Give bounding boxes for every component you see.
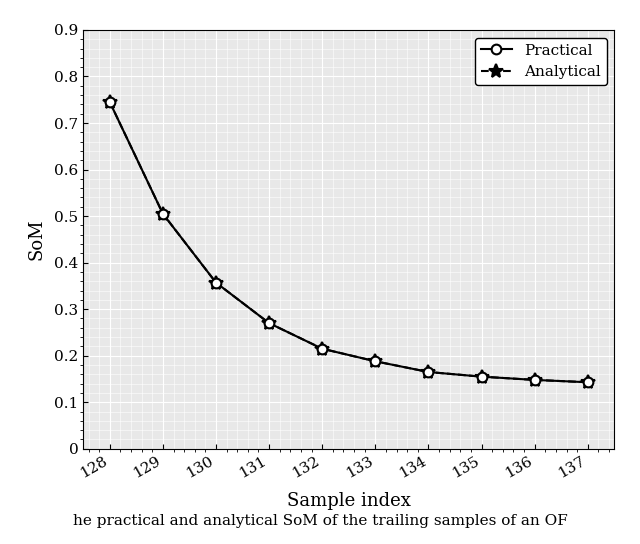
Analytical [106,99,114,106]
Analytical [159,211,167,217]
Practical [318,345,326,352]
Y-axis label: SoM: SoM [28,219,45,260]
Practical [212,280,220,286]
Practical [584,379,592,386]
Line: Analytical: Analytical [103,95,595,389]
X-axis label: Sample index: Sample index [287,492,411,510]
Analytical [478,373,486,380]
Practical [425,369,433,375]
Analytical [212,280,220,286]
Analytical [425,369,433,375]
Analytical [372,358,380,364]
Text: he practical and analytical SoM of the trailing samples of an OF: he practical and analytical SoM of the t… [72,514,568,528]
Practical [106,99,114,106]
Practical [478,373,486,380]
Line: Practical: Practical [105,97,593,387]
Analytical [584,379,592,386]
Legend: Practical, Analytical: Practical, Analytical [475,38,607,85]
Analytical [531,376,539,383]
Practical [372,358,380,364]
Analytical [265,320,273,326]
Analytical [318,345,326,352]
Practical [265,320,273,326]
Practical [531,376,539,383]
Practical [159,211,167,217]
